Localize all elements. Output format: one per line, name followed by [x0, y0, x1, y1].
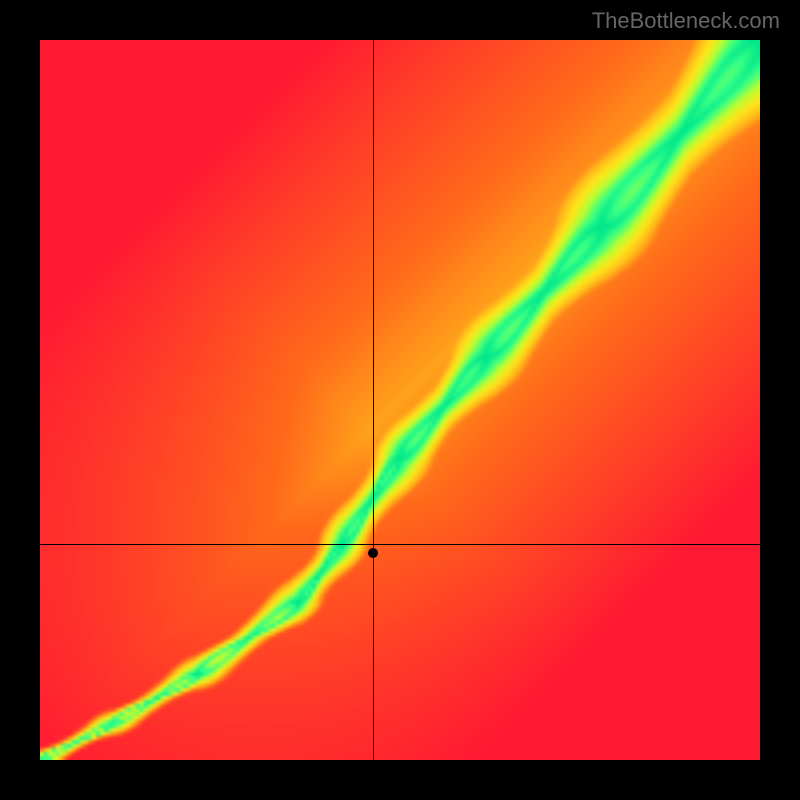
crosshair-vertical: [373, 40, 374, 760]
heatmap-canvas: [40, 40, 760, 760]
data-point-marker: [368, 548, 378, 558]
chart-container: TheBottleneck.com: [0, 0, 800, 800]
plot-area: [40, 40, 760, 760]
watermark-text: TheBottleneck.com: [592, 8, 780, 34]
crosshair-horizontal: [40, 544, 760, 545]
